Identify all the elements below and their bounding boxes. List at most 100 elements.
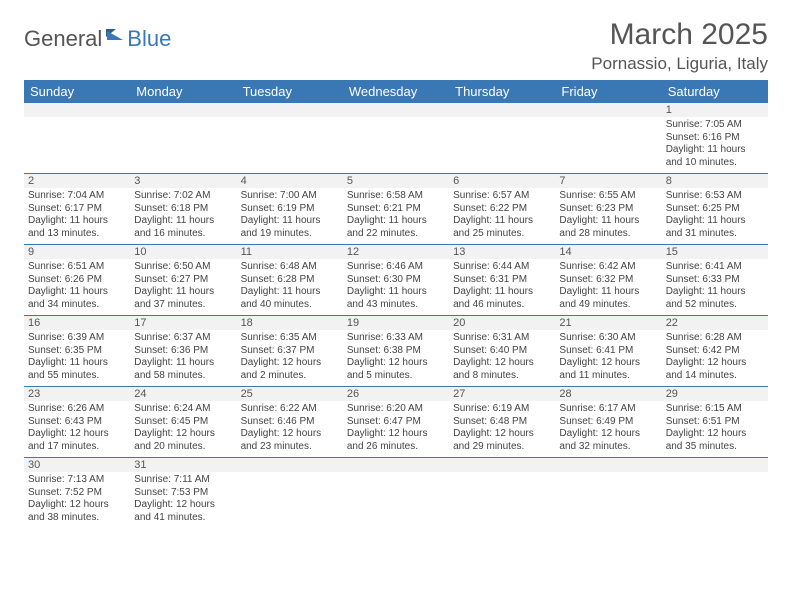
daylight-text-2: and 29 minutes. (453, 441, 551, 454)
day-cell: Sunrise: 6:31 AMSunset: 6:40 PMDaylight:… (449, 330, 555, 387)
daylight-text-2: and 11 minutes. (559, 370, 657, 383)
week-row: Sunrise: 6:51 AMSunset: 6:26 PMDaylight:… (24, 259, 768, 316)
daynum-row: 3031 (24, 458, 768, 473)
sunrise-text: Sunrise: 6:41 AM (666, 261, 764, 274)
daylight-text-1: Daylight: 12 hours (28, 428, 126, 441)
day-number: 12 (343, 245, 449, 260)
daylight-text-2: and 43 minutes. (347, 299, 445, 312)
sunset-text: Sunset: 6:38 PM (347, 345, 445, 358)
day-cell: Sunrise: 6:26 AMSunset: 6:43 PMDaylight:… (24, 401, 130, 458)
day-cell: Sunrise: 6:22 AMSunset: 6:46 PMDaylight:… (237, 401, 343, 458)
day-cell: Sunrise: 6:24 AMSunset: 6:45 PMDaylight:… (130, 401, 236, 458)
day-number: 17 (130, 316, 236, 331)
sunset-text: Sunset: 6:30 PM (347, 274, 445, 287)
sunrise-text: Sunrise: 6:37 AM (134, 332, 232, 345)
daynum-row: 1 (24, 103, 768, 117)
daylight-text-2: and 34 minutes. (28, 299, 126, 312)
daynum-row: 16171819202122 (24, 316, 768, 331)
daylight-text-2: and 22 minutes. (347, 228, 445, 241)
logo-text-2: Blue (127, 26, 171, 52)
dayhead-sun: Sunday (24, 80, 130, 103)
day-number: 5 (343, 174, 449, 189)
sunrise-text: Sunrise: 7:04 AM (28, 190, 126, 203)
day-number: 9 (24, 245, 130, 260)
daylight-text-1: Daylight: 12 hours (559, 357, 657, 370)
sunrise-text: Sunrise: 6:31 AM (453, 332, 551, 345)
sunset-text: Sunset: 6:49 PM (559, 416, 657, 429)
day-number: 7 (555, 174, 661, 189)
daylight-text-1: Daylight: 11 hours (28, 357, 126, 370)
daylight-text-2: and 31 minutes. (666, 228, 764, 241)
daylight-text-1: Daylight: 12 hours (347, 357, 445, 370)
day-number (24, 103, 130, 117)
day-number (555, 103, 661, 117)
sunset-text: Sunset: 6:26 PM (28, 274, 126, 287)
day-number: 22 (662, 316, 768, 331)
day-cell: Sunrise: 6:48 AMSunset: 6:28 PMDaylight:… (237, 259, 343, 316)
daylight-text-2: and 28 minutes. (559, 228, 657, 241)
daynum-row: 2345678 (24, 174, 768, 189)
daylight-text-1: Daylight: 12 hours (666, 428, 764, 441)
flag-icon (105, 26, 125, 52)
day-number: 28 (555, 387, 661, 402)
daylight-text-2: and 49 minutes. (559, 299, 657, 312)
day-number: 24 (130, 387, 236, 402)
daylight-text-2: and 25 minutes. (453, 228, 551, 241)
sunset-text: Sunset: 6:35 PM (28, 345, 126, 358)
day-number (343, 103, 449, 117)
dayhead-sat: Saturday (662, 80, 768, 103)
daylight-text-2: and 8 minutes. (453, 370, 551, 383)
daylight-text-2: and 2 minutes. (241, 370, 339, 383)
daynum-row: 9101112131415 (24, 245, 768, 260)
dayhead-tue: Tuesday (237, 80, 343, 103)
sunrise-text: Sunrise: 6:33 AM (347, 332, 445, 345)
day-cell: Sunrise: 6:41 AMSunset: 6:33 PMDaylight:… (662, 259, 768, 316)
sunrise-text: Sunrise: 6:51 AM (28, 261, 126, 274)
sunset-text: Sunset: 7:53 PM (134, 487, 232, 500)
day-number: 8 (662, 174, 768, 189)
daylight-text-1: Daylight: 11 hours (559, 215, 657, 228)
week-row: Sunrise: 7:13 AMSunset: 7:52 PMDaylight:… (24, 472, 768, 528)
daylight-text-2: and 46 minutes. (453, 299, 551, 312)
day-number: 19 (343, 316, 449, 331)
day-number: 23 (24, 387, 130, 402)
day-number: 6 (449, 174, 555, 189)
daylight-text-1: Daylight: 12 hours (666, 357, 764, 370)
sunrise-text: Sunrise: 6:24 AM (134, 403, 232, 416)
day-number: 20 (449, 316, 555, 331)
sunrise-text: Sunrise: 6:53 AM (666, 190, 764, 203)
daylight-text-1: Daylight: 11 hours (28, 286, 126, 299)
sunrise-text: Sunrise: 6:17 AM (559, 403, 657, 416)
day-cell (24, 117, 130, 174)
day-header-row: Sunday Monday Tuesday Wednesday Thursday… (24, 80, 768, 103)
daynum-row: 23242526272829 (24, 387, 768, 402)
day-number: 18 (237, 316, 343, 331)
daylight-text-1: Daylight: 12 hours (134, 428, 232, 441)
sunset-text: Sunset: 6:16 PM (666, 132, 764, 145)
day-cell: Sunrise: 6:30 AMSunset: 6:41 PMDaylight:… (555, 330, 661, 387)
daylight-text-1: Daylight: 12 hours (453, 428, 551, 441)
day-number: 1 (662, 103, 768, 117)
day-cell: Sunrise: 7:13 AMSunset: 7:52 PMDaylight:… (24, 472, 130, 528)
daylight-text-2: and 26 minutes. (347, 441, 445, 454)
day-number: 15 (662, 245, 768, 260)
day-cell: Sunrise: 7:05 AMSunset: 6:16 PMDaylight:… (662, 117, 768, 174)
daylight-text-1: Daylight: 11 hours (666, 286, 764, 299)
day-number (237, 458, 343, 473)
sunrise-text: Sunrise: 6:50 AM (134, 261, 232, 274)
day-cell (555, 117, 661, 174)
sunrise-text: Sunrise: 7:11 AM (134, 474, 232, 487)
daylight-text-2: and 17 minutes. (28, 441, 126, 454)
day-cell (130, 117, 236, 174)
daylight-text-1: Daylight: 12 hours (559, 428, 657, 441)
sunrise-text: Sunrise: 7:02 AM (134, 190, 232, 203)
sunset-text: Sunset: 6:23 PM (559, 203, 657, 216)
sunrise-text: Sunrise: 6:19 AM (453, 403, 551, 416)
day-number: 2 (24, 174, 130, 189)
day-number: 26 (343, 387, 449, 402)
month-title: March 2025 (591, 18, 768, 52)
daylight-text-1: Daylight: 11 hours (453, 215, 551, 228)
sunset-text: Sunset: 6:37 PM (241, 345, 339, 358)
sunrise-text: Sunrise: 6:48 AM (241, 261, 339, 274)
sunrise-text: Sunrise: 6:26 AM (28, 403, 126, 416)
